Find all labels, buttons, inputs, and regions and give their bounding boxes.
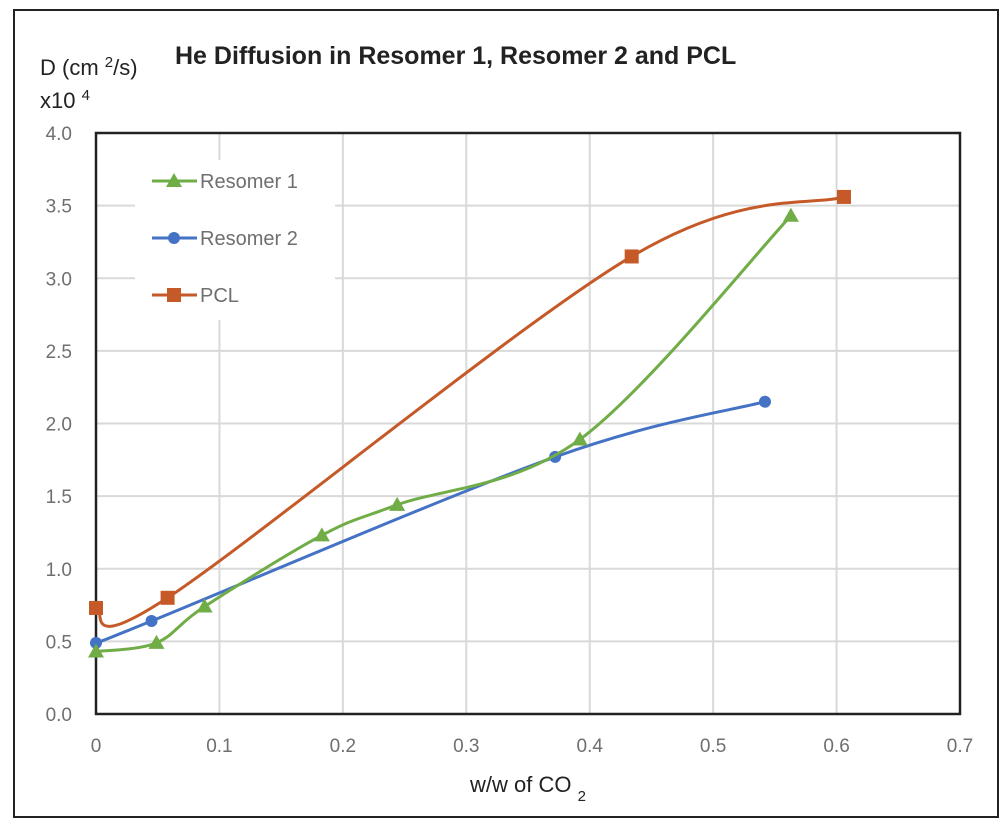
data-point-resomer-1 (148, 634, 165, 649)
x-tick-label: 0.1 (206, 736, 232, 757)
y-tick-label: 3.0 (46, 269, 72, 290)
chart-title: He Diffusion in Resomer 1, Resomer 2 and… (175, 42, 736, 70)
data-point-resomer-1 (88, 643, 104, 658)
series-line-resomer-1 (95, 214, 792, 654)
y-tick-label: 3.5 (46, 197, 72, 218)
legend-item-resomer-2: Resomer 2 (152, 228, 298, 250)
series-resomer-1 (88, 207, 799, 658)
legend-marker-resomer-2 (168, 232, 180, 244)
data-point-pcl (624, 249, 639, 264)
legend-label-resomer-1: Resomer 1 (200, 171, 298, 193)
y-tick-label: 0.0 (46, 705, 72, 726)
legend-marker-pcl (167, 288, 181, 302)
data-point-resomer-1 (389, 496, 406, 511)
series-line-pcl (95, 195, 845, 628)
data-point-resomer-2 (90, 636, 102, 649)
x-axis-label: w/w of CO 2 (469, 772, 586, 805)
y-tick-label: 4.0 (46, 124, 72, 145)
data-point-resomer-1 (313, 527, 330, 542)
y-axis-label-rest: /s) (113, 55, 137, 80)
data-point-resomer-1 (782, 207, 799, 222)
y-tick-label: 2.5 (46, 342, 72, 363)
x-tick-label: 0.5 (700, 736, 726, 757)
plot-area-border (94, 131, 962, 716)
x-tick-label: 0.4 (577, 736, 604, 757)
series-pcl (89, 189, 851, 628)
x-tick-label: 0.6 (823, 736, 849, 757)
legend-label-pcl: PCL (200, 285, 239, 307)
data-point-resomer-2 (145, 615, 158, 628)
data-point-resomer-2 (758, 395, 771, 408)
x-tick-label: 0 (91, 736, 102, 757)
x-tick-label: 0.3 (453, 736, 479, 757)
series-resomer-2 (90, 395, 771, 649)
legend: Resomer 1 Resomer 2 PCL (152, 171, 298, 307)
series-line-resomer-2 (95, 400, 766, 645)
y-tick-label: 1.0 (46, 560, 72, 581)
data-point-pcl (836, 189, 851, 204)
y-tick-label: 0.5 (46, 632, 72, 653)
data-point-pcl (160, 590, 175, 605)
superscript: 2 (105, 54, 113, 71)
subscript: 2 (578, 788, 586, 805)
chart-frame (13, 9, 999, 818)
y-tick-label: 1.5 (46, 487, 72, 508)
data-point-resomer-1 (196, 598, 213, 613)
x-tick-label: 0.2 (330, 736, 356, 757)
y-tick-label: 2.0 (46, 415, 72, 436)
superscript: 4 (82, 87, 90, 104)
x-tick-label: 0.7 (947, 736, 973, 757)
y-axis-label: D (cm 2/s) (40, 54, 138, 81)
legend-label-resomer-2: Resomer 2 (200, 228, 298, 250)
legend-marker-resomer-1 (166, 173, 182, 187)
legend-item-pcl: PCL (152, 285, 239, 307)
data-point-pcl (89, 600, 103, 615)
y-axis-multiplier: x10 4 (40, 87, 90, 114)
data-point-resomer-1 (571, 431, 588, 446)
legend-item-resomer-1: Resomer 1 (152, 171, 298, 193)
